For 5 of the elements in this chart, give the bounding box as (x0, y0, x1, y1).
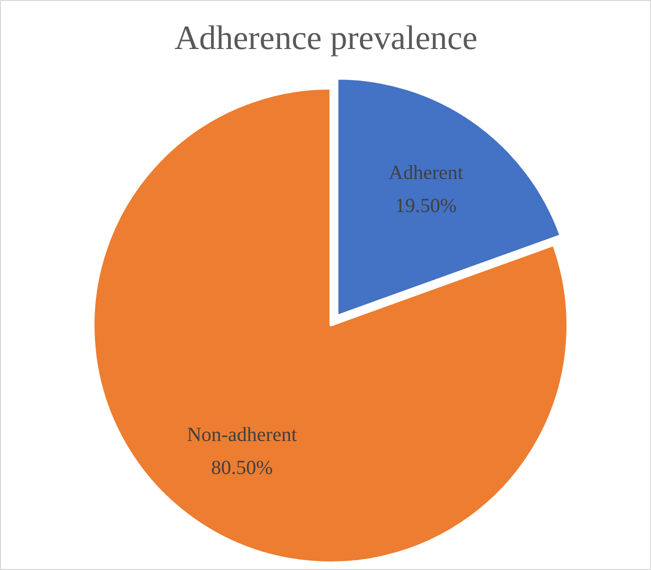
slice-label: Adherent (388, 162, 464, 184)
data-label: 80.50% (211, 457, 273, 480)
chart-title: Adherence prevalence (174, 20, 478, 57)
data-label: 19.50% (395, 195, 457, 218)
slice-label: Non-adherent (186, 424, 298, 446)
